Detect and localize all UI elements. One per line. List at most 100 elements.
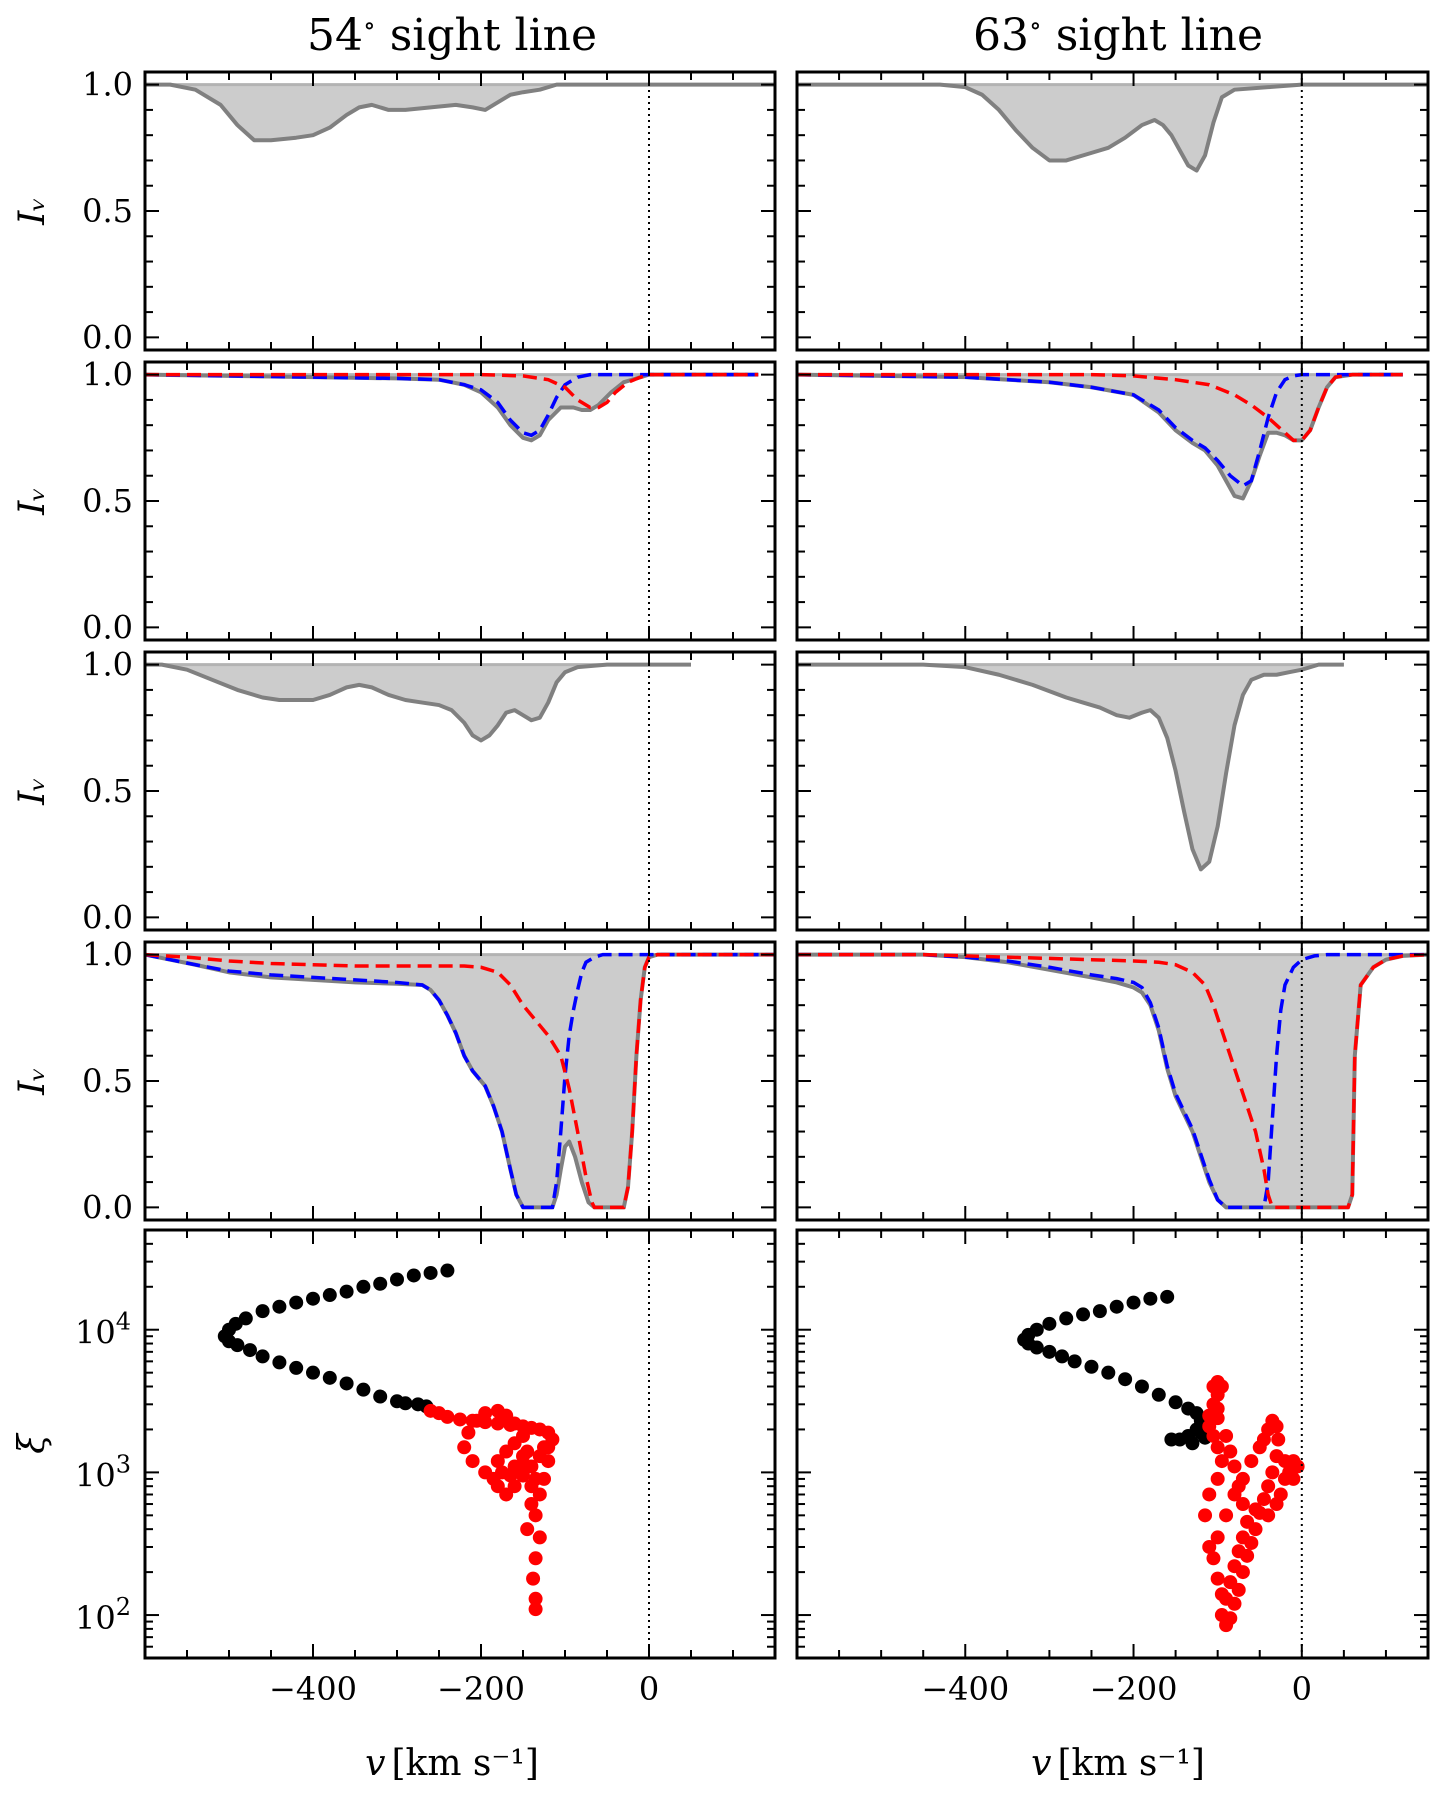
xi-point-red: [516, 1428, 530, 1443]
xi-point-red: [1210, 1530, 1225, 1545]
xi-point-black: [373, 1389, 388, 1404]
panel-frame: [143, 360, 777, 642]
panel-r2-c1: [795, 650, 1430, 932]
xi-point-black: [423, 1265, 438, 1280]
panels-layer: 0.0 0.5 1.0 Iᵥ 0.0 0.5 1.0 Iᵥ 0.0 0.5 1.0 Iᵥ 0.0 0.5 1…: [12, 66, 1430, 1708]
blue-component-line: [145, 952, 775, 1210]
y-tick-label: 0.5: [82, 482, 133, 520]
xi-point-black: [243, 1343, 257, 1358]
xi-point-red: [1214, 1454, 1229, 1469]
panel-frame: [795, 1228, 1430, 1660]
plot-area: [1017, 1289, 1305, 1633]
absorption-fill: [145, 954, 775, 1208]
x-tick-label: −400: [269, 1670, 357, 1708]
xi-point-red: [1256, 1492, 1271, 1507]
xi-point-black: [1143, 1291, 1158, 1306]
total-profile-line: [145, 82, 775, 143]
xi-point-black: [1029, 1340, 1044, 1355]
xi-point-black: [306, 1291, 320, 1306]
xi-point-black: [289, 1295, 304, 1310]
panel-r3-c1: [795, 940, 1430, 1222]
xi-point-black: [1109, 1299, 1124, 1314]
plot-area: [145, 952, 775, 1210]
red-component-line: [145, 372, 759, 410]
xi-point-red: [1206, 1551, 1221, 1566]
xi-point-red: [1271, 1432, 1286, 1447]
xi-point-red: [537, 1471, 551, 1486]
panel-r0-c0: 0.0 0.5 1.0 Iᵥ: [12, 66, 777, 356]
x-axis-label-left: v [km s⁻¹]: [365, 1743, 539, 1784]
y-tick-label: 0.5: [82, 192, 133, 230]
y-tick-label: 1.0: [82, 936, 133, 974]
xi-point-red: [1231, 1582, 1246, 1597]
x-tick-label: 0: [639, 1670, 659, 1708]
xi-point-red: [1235, 1471, 1250, 1486]
xi-point-red: [1202, 1487, 1217, 1502]
absorption-fill: [797, 84, 1428, 171]
x-tick-label: −200: [1090, 1670, 1178, 1708]
total-profile-line: [797, 662, 1344, 872]
xi-point-black: [1042, 1344, 1057, 1359]
blue-component-line: [797, 372, 1403, 488]
y-tick-label: 0.0: [82, 608, 133, 646]
xi-point-red: [1198, 1508, 1213, 1523]
xi-point-black: [322, 1370, 337, 1385]
plot-area: [797, 952, 1428, 1210]
xi-point-black: [1134, 1379, 1149, 1394]
y-axis-label: Iᵥ: [12, 777, 53, 806]
xi-point-red: [1244, 1454, 1259, 1469]
y-tick-label: 1.0: [82, 356, 133, 394]
xi-point-black: [339, 1284, 354, 1299]
plot-area: [797, 82, 1428, 173]
xi-point-black: [1076, 1307, 1091, 1322]
xi-point-black: [406, 1268, 421, 1283]
panel-frame: [143, 1228, 777, 1660]
xi-point-black: [1055, 1349, 1070, 1364]
xi-point-black: [272, 1299, 287, 1314]
y-axis-label-xi: ξ: [12, 1432, 53, 1454]
xi-point-black: [339, 1376, 354, 1391]
red-component-line: [797, 952, 1428, 1210]
y-tick-label: 0.5: [82, 772, 133, 810]
x-axis-label-right: v [km s⁻¹]: [1031, 1743, 1205, 1784]
absorption-fill: [797, 374, 1403, 499]
total-profile-line: [145, 662, 691, 743]
xi-point-black: [398, 1396, 413, 1411]
y-axis-label: Iᵥ: [12, 197, 53, 226]
xi-point-red: [528, 1508, 543, 1523]
x-tick-label: 0: [1292, 1670, 1312, 1708]
plot-area: [145, 82, 775, 143]
xi-point-black: [1084, 1359, 1099, 1374]
xi-point-red: [516, 1449, 530, 1464]
blue-component-line: [797, 952, 1428, 1210]
xi-point-red: [1210, 1471, 1225, 1486]
plot-area: [217, 1263, 560, 1617]
xi-point-red: [1261, 1479, 1276, 1494]
xi-point-black: [1151, 1387, 1166, 1402]
xi-point-red: [528, 1591, 543, 1606]
xi-point-black: [1101, 1365, 1116, 1380]
xi-point-black: [1118, 1372, 1133, 1387]
xi-point-red: [507, 1479, 522, 1494]
absorption-fill: [145, 374, 759, 441]
xi-point-black: [289, 1360, 304, 1375]
panel-r2-c0: 0.0 0.5 1.0 Iᵥ: [12, 646, 777, 936]
xi-point-black: [1059, 1311, 1074, 1326]
total-profile-line: [797, 952, 1428, 1210]
xi-point-red: [457, 1440, 472, 1455]
xi-point-red: [1210, 1571, 1225, 1586]
y-tick-label: 0.0: [82, 318, 133, 356]
xi-point-red: [1244, 1535, 1259, 1550]
xi-point-red: [541, 1454, 556, 1469]
xi-point-red: [524, 1479, 539, 1494]
panel-r3-c0: 0.0 0.5 1.0 Iᵥ: [12, 936, 777, 1226]
xi-point-black: [440, 1263, 455, 1278]
x-tick-label: −200: [437, 1670, 525, 1708]
xi-point-black: [322, 1288, 337, 1303]
plot-area: [797, 662, 1344, 872]
xi-point-red: [1210, 1401, 1225, 1416]
xi-point-red: [1223, 1611, 1238, 1626]
xi-point-black: [390, 1272, 404, 1287]
absorption-fill: [797, 954, 1428, 1208]
xi-point-red: [1269, 1497, 1284, 1512]
